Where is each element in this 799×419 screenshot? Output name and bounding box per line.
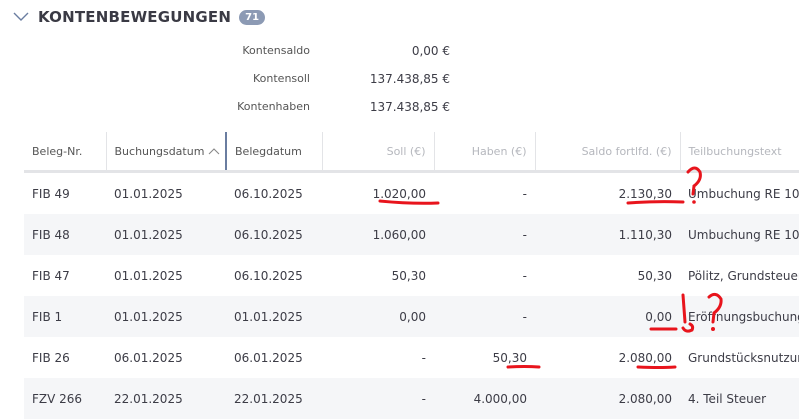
cell-belegdatum: 06.01.2025 [234,350,303,365]
cell-beleg-nr: FIB 26 [32,350,70,365]
cell-beleg-nr: FZV 266 [24,378,106,419]
column-header-teilbuchungstext[interactable]: Teilbuchungstext [679,132,799,173]
cell-teilbuchungstext: Eröffnungsbuchung [680,296,799,337]
cell-belegdatum: 06.10.2025 [234,268,303,283]
cell-saldo: 2.130,30 [618,186,672,201]
cell-buchungsdatum: 06.01.2025 [114,350,183,365]
cell-soll: 0,00 [322,296,434,337]
cell-saldo: 0,00 [535,296,680,337]
cell-teilbuchungstext: Pölitz, Grundsteuer [688,268,799,283]
column-header-beleg-nr[interactable]: Beleg-Nr. [24,132,106,173]
table-row[interactable]: FIB 48 01.01.2025 06.10.2025 1.060,00-1.110… [24,214,799,255]
cell-beleg-nr: FIB 49 [32,186,70,201]
column-header-buchungsdatum[interactable]: Buchungsdatum [105,132,226,173]
cell-saldo: 1.110,30 [535,214,680,255]
summary-kontensoll: Kontensoll 137.438,85 € [253,72,450,86]
table-row[interactable]: FZV 266 22.01.2025 22.01.2025-4.000,00 2.08… [24,378,799,419]
cell-haben: - [434,296,535,337]
cell-buchungsdatum: 01.01.2025 [106,296,226,337]
cell-beleg-nr: FIB 1 [24,296,106,337]
section-header[interactable]: KONTENBEWEGUNGEN 71 [10,4,266,30]
cell-belegdatum: 06.10.2025 [234,186,303,201]
cell-belegdatum: 01.01.2025 [226,296,322,337]
cell-belegdatum: 06.10.2025 [226,214,322,255]
column-header-saldo[interactable]: Saldo fortlfd. (€) [534,132,680,173]
sort-ascending-icon [208,147,220,154]
cell-haben: - [522,186,527,201]
cell-beleg-nr: FIB 47 [32,268,70,283]
cell-teilbuchungstext: Grundstücksnutzung [688,350,799,365]
cell-soll: - [322,378,434,419]
count-badge: 71 [239,9,266,25]
cell-teilbuchungstext: 4. Teil Steuer [680,378,799,419]
summary-kontenhaben: Kontenhaben 137.438,85 € [237,100,450,114]
cell-buchungsdatum: 01.01.2025 [114,186,183,201]
cell-soll: 50,30 [391,268,426,283]
cell-buchungsdatum: 22.01.2025 [106,378,226,419]
cell-buchungsdatum: 01.01.2025 [106,214,226,255]
section-title: KONTENBEWEGUNGEN [38,8,232,26]
cell-belegdatum: 22.01.2025 [226,378,322,419]
summary-kontensaldo: Kontensaldo 0,00 € [242,44,450,58]
cell-soll: - [421,350,426,365]
transactions-table: Beleg-Nr. Buchungsdatum Belegdatum Soll … [24,132,799,419]
column-header-soll[interactable]: Soll (€) [321,132,434,173]
table-row[interactable]: FIB 47 01.01.2025 06.10.2025 50,30 - 50,30 Pöl… [24,255,799,296]
cell-soll: 1.020,00 [372,186,426,201]
cell-buchungsdatum: 01.01.2025 [114,268,183,283]
table-row[interactable]: FIB 1 01.01.2025 01.01.2025 0,00-0,00 Eröffn… [24,296,799,337]
chevron-down-icon[interactable] [10,6,32,28]
column-header-belegdatum[interactable]: Belegdatum [225,132,322,173]
cell-saldo: 50,30 [637,268,672,283]
cell-haben: - [434,214,535,255]
cell-haben: 4.000,00 [434,378,535,419]
cell-teilbuchungstext: Umbuchung RE 108 [688,186,799,201]
cell-haben: - [522,268,527,283]
column-header-haben[interactable]: Haben (€) [433,132,535,173]
table-row[interactable]: FIB 49 01.01.2025 06.10.2025 1.020,00 - 2.130… [24,172,799,215]
cell-haben: 50,30 [492,350,527,365]
cell-beleg-nr: FIB 48 [24,214,106,255]
cell-saldo: 2.080,00 [535,378,680,419]
table-row[interactable]: FIB 26 06.01.2025 06.01.2025 - 50,30 2.080,00… [24,337,799,378]
cell-saldo: 2.080,00 [618,350,672,365]
cell-teilbuchungstext: Umbuchung RE 107 [680,214,799,255]
cell-soll: 1.060,00 [322,214,434,255]
